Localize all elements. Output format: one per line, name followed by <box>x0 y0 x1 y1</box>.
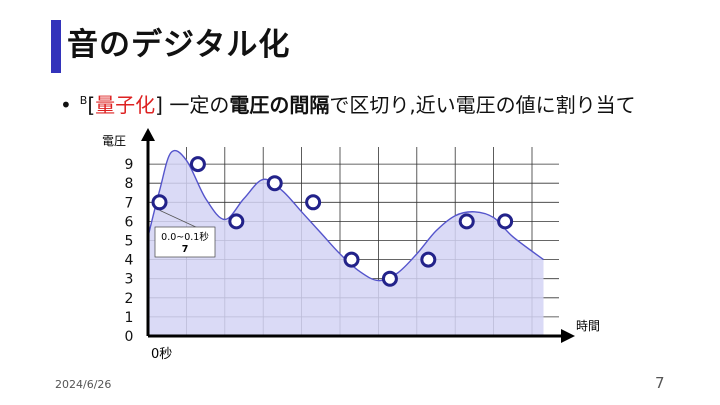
chart-axes <box>141 128 575 343</box>
y-tick-label: 0 <box>125 329 134 345</box>
bold-term: 電圧の間隔 <box>229 93 330 117</box>
y-tick-label: 6 <box>125 214 134 230</box>
sample-point <box>305 194 322 211</box>
sample-point <box>343 251 360 268</box>
page-number: 7 <box>655 374 665 392</box>
bullet-text: • B[量子化] 一定の電圧の間隔で区切り,近い電圧の値に割り当て <box>60 86 636 120</box>
y-tick-label: 4 <box>125 253 134 269</box>
y-tick-label: 3 <box>125 272 134 288</box>
y-tick-label: 1 <box>125 310 134 326</box>
bullet-text-part-1: 一定の <box>162 93 230 117</box>
tooltip-value: 7 <box>182 244 189 255</box>
y-tick-label: 2 <box>125 291 134 307</box>
y-axis-label: 電圧 <box>102 134 126 148</box>
footer-date: 2024/6/26 <box>55 378 112 391</box>
sample-point <box>266 175 283 192</box>
signal-area-fill <box>148 150 544 336</box>
sample-point <box>458 213 475 230</box>
sample-points <box>151 156 514 287</box>
signal-curve <box>147 149 544 282</box>
sample-point <box>381 270 398 287</box>
y-tick-labels: 0 1 2 3 4 5 6 7 8 9 <box>125 157 134 345</box>
x-axis-label: 時間 <box>576 319 600 333</box>
bullet-marker: • <box>60 93 72 117</box>
y-tick-label: 9 <box>125 157 134 173</box>
sample-tooltip: 0.0~0.1秒 7 <box>154 209 216 258</box>
bracket-close: ] <box>155 93 163 117</box>
sample-point <box>228 213 245 230</box>
x-axis-arrow <box>561 329 575 343</box>
tooltip-box <box>154 226 216 258</box>
slide-title: 音のデジタル化 <box>67 27 291 63</box>
y-tick-label: 5 <box>125 234 134 250</box>
y-tick-label: 7 <box>125 195 134 211</box>
tooltip-label: 0.0~0.1秒 <box>161 231 209 243</box>
tooltip-pointer <box>159 209 199 229</box>
title-accent-bar <box>51 20 61 73</box>
sample-point <box>497 213 514 230</box>
bracket-open: [ <box>87 93 96 117</box>
sample-point <box>151 194 168 211</box>
sample-point <box>420 251 437 268</box>
sample-point <box>189 156 206 173</box>
x-origin-label: 0秒 <box>151 347 172 362</box>
reference-marker: B <box>79 94 88 107</box>
y-axis-arrow <box>141 128 155 141</box>
highlight-term: 量子化 <box>95 93 156 117</box>
y-tick-label: 8 <box>125 176 134 192</box>
bullet-text-part-2: で区切り,近い電圧の値に割り当て <box>329 93 636 117</box>
